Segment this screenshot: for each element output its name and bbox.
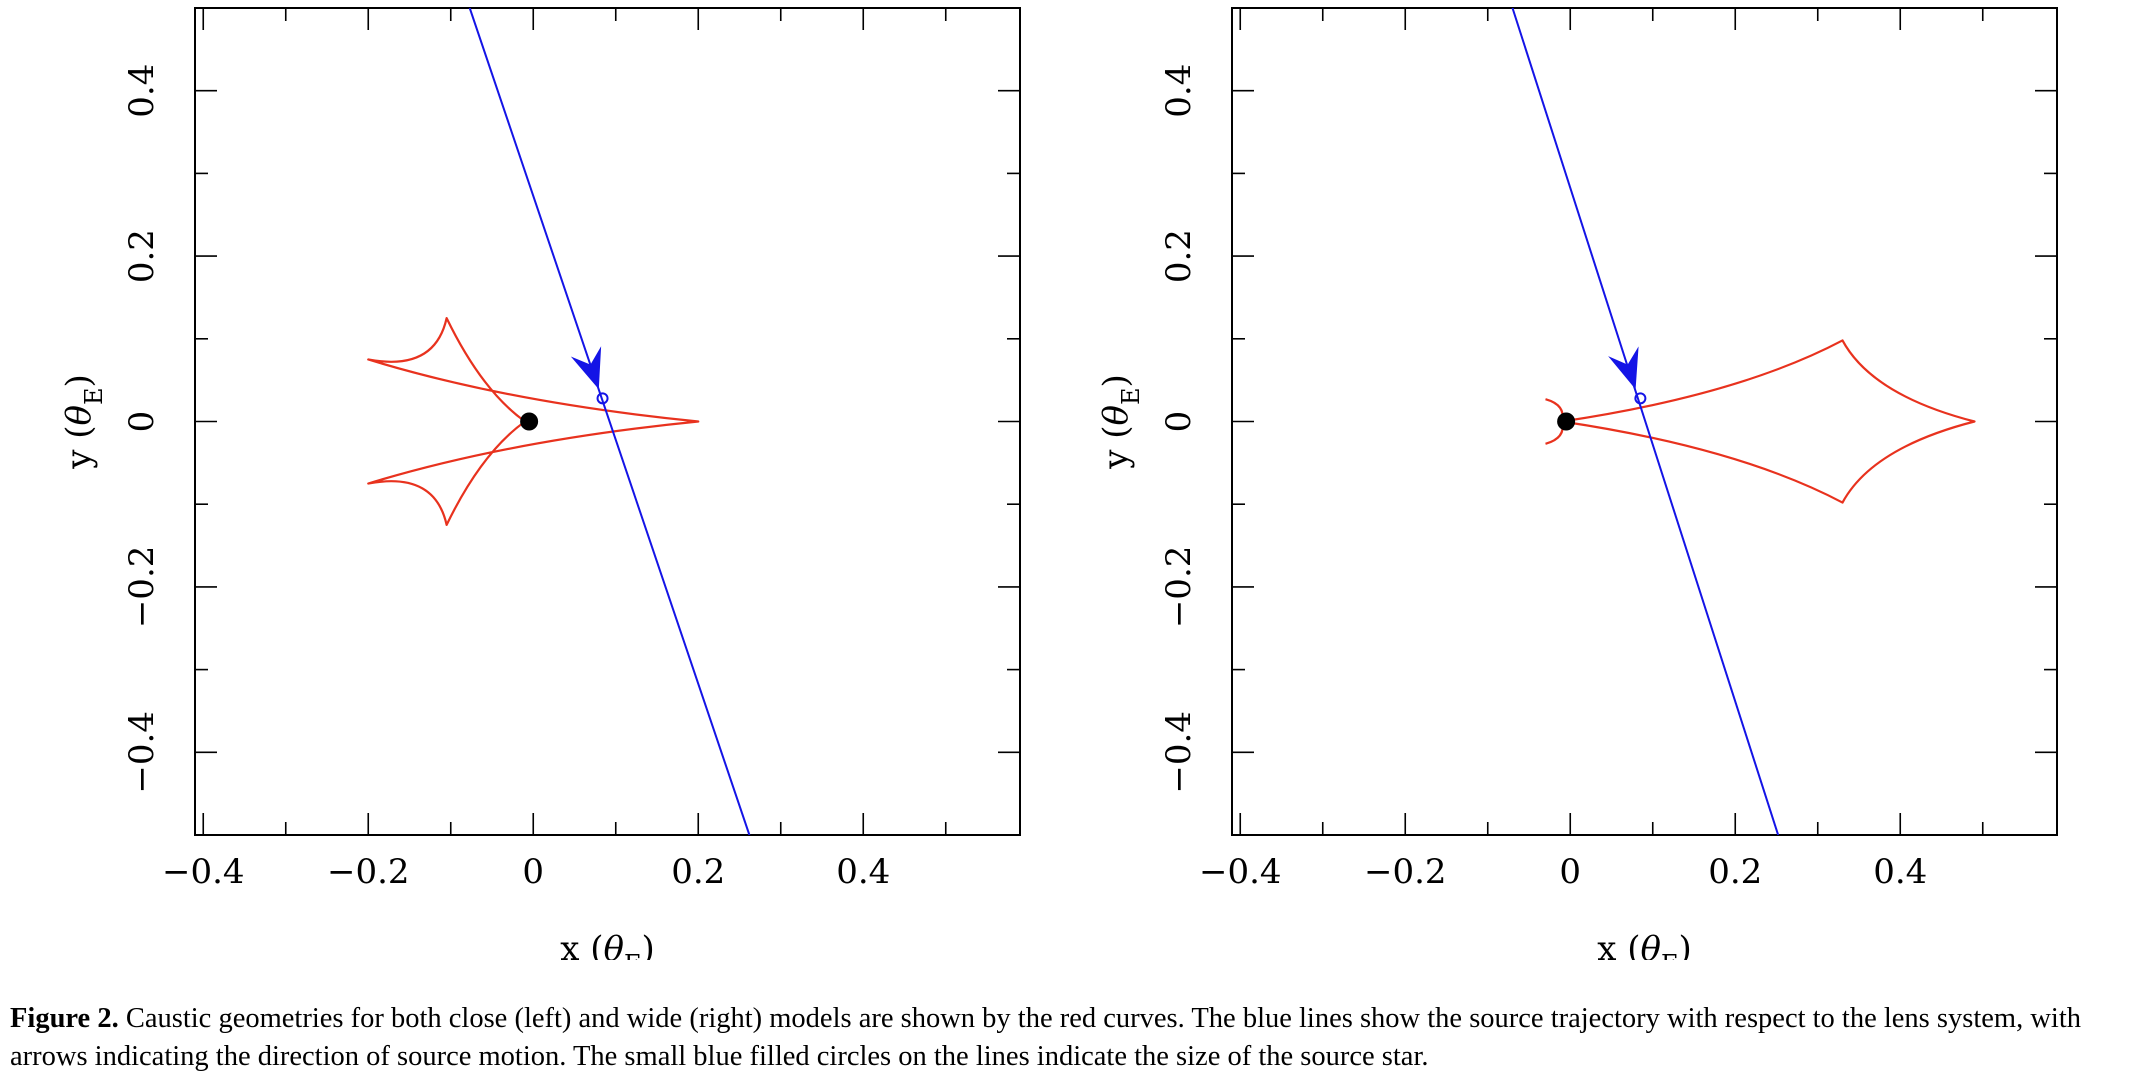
source-trajectory bbox=[468, 8, 751, 835]
y-axis-unit-subscript: E bbox=[1117, 387, 1145, 405]
x-tick-label: 0 bbox=[1559, 852, 1581, 892]
source-star-circle bbox=[596, 392, 609, 405]
lens-point bbox=[1557, 412, 1576, 431]
source-star-circle bbox=[1634, 392, 1647, 405]
caustic-curve bbox=[1560, 339, 1976, 504]
y-axis-paren: ) bbox=[59, 374, 99, 387]
caption-text: Caustic geometries for both close (left)… bbox=[10, 1003, 2081, 1072]
y-tick-label: 0 bbox=[1159, 411, 1199, 433]
y-axis-label: y (θE) bbox=[59, 374, 108, 470]
y-tick-label: 0 bbox=[122, 411, 162, 433]
direction-arrow bbox=[570, 346, 602, 390]
data-layer bbox=[1511, 8, 1976, 835]
y-axis-label: y (θE) bbox=[1096, 374, 1145, 470]
plot-frame bbox=[194, 7, 1021, 836]
x-axis-unit-subscript: E bbox=[1661, 950, 1679, 960]
y-axis-unit-symbol: θ bbox=[59, 405, 99, 425]
y-axis-unit-subscript: E bbox=[80, 387, 108, 405]
x-axis-unit-symbol: θ bbox=[1640, 929, 1660, 960]
x-tick-label: −0.2 bbox=[1364, 852, 1447, 892]
x-axis-paren: ) bbox=[642, 929, 655, 960]
y-axis-unit-symbol: θ bbox=[1096, 405, 1136, 425]
x-axis-variable: x ( bbox=[560, 929, 603, 960]
x-axis-unit-subscript: E bbox=[624, 950, 642, 960]
x-tick-label: 0.4 bbox=[1873, 852, 1927, 892]
y-tick-label: 0.2 bbox=[1159, 229, 1199, 283]
x-tick-label: 0.2 bbox=[671, 852, 725, 892]
panel-left-close: −0.4−0.200.20.4−0.4−0.200.20.4x (θE)y (θ… bbox=[59, 7, 1021, 960]
y-tick-label: −0.4 bbox=[1159, 711, 1199, 794]
caustic-curve bbox=[367, 317, 700, 526]
x-axis-label: x (θE) bbox=[1597, 929, 1692, 960]
y-tick-label: −0.2 bbox=[122, 546, 162, 629]
lens-point bbox=[520, 412, 539, 431]
y-tick-label: 0.4 bbox=[1159, 64, 1199, 118]
x-tick-label: −0.2 bbox=[327, 852, 410, 892]
y-tick-label: −0.4 bbox=[122, 711, 162, 794]
y-tick-label: −0.2 bbox=[1159, 546, 1199, 629]
x-tick-label: −0.4 bbox=[1199, 852, 1282, 892]
x-tick-label: −0.4 bbox=[162, 852, 245, 892]
x-axis-label: x (θE) bbox=[560, 929, 655, 960]
x-axis-unit-symbol: θ bbox=[603, 929, 623, 960]
source-trajectory bbox=[1511, 8, 1780, 835]
y-axis-paren: ) bbox=[1096, 374, 1136, 387]
data-layer bbox=[367, 8, 751, 835]
x-axis-variable: x ( bbox=[1597, 929, 1640, 960]
x-tick-label: 0 bbox=[522, 852, 544, 892]
panel-right-wide: −0.4−0.200.20.4−0.4−0.200.20.4x (θE)y (θ… bbox=[1096, 7, 2058, 960]
figure-panels: −0.4−0.200.20.4−0.4−0.200.20.4x (θE)y (θ… bbox=[59, 7, 2058, 960]
y-tick-label: 0.4 bbox=[122, 64, 162, 118]
y-axis-variable: y ( bbox=[59, 426, 99, 470]
x-axis-paren: ) bbox=[1679, 929, 1692, 960]
x-tick-label: 0.2 bbox=[1708, 852, 1762, 892]
caption-label: Figure 2. bbox=[10, 1003, 119, 1034]
figure-caption: Figure 2. Caustic geometries for both cl… bbox=[10, 1000, 2122, 1076]
y-axis-variable: y ( bbox=[1096, 426, 1136, 470]
direction-arrow bbox=[1608, 346, 1639, 390]
x-tick-label: 0.4 bbox=[836, 852, 890, 892]
y-tick-label: 0.2 bbox=[122, 229, 162, 283]
